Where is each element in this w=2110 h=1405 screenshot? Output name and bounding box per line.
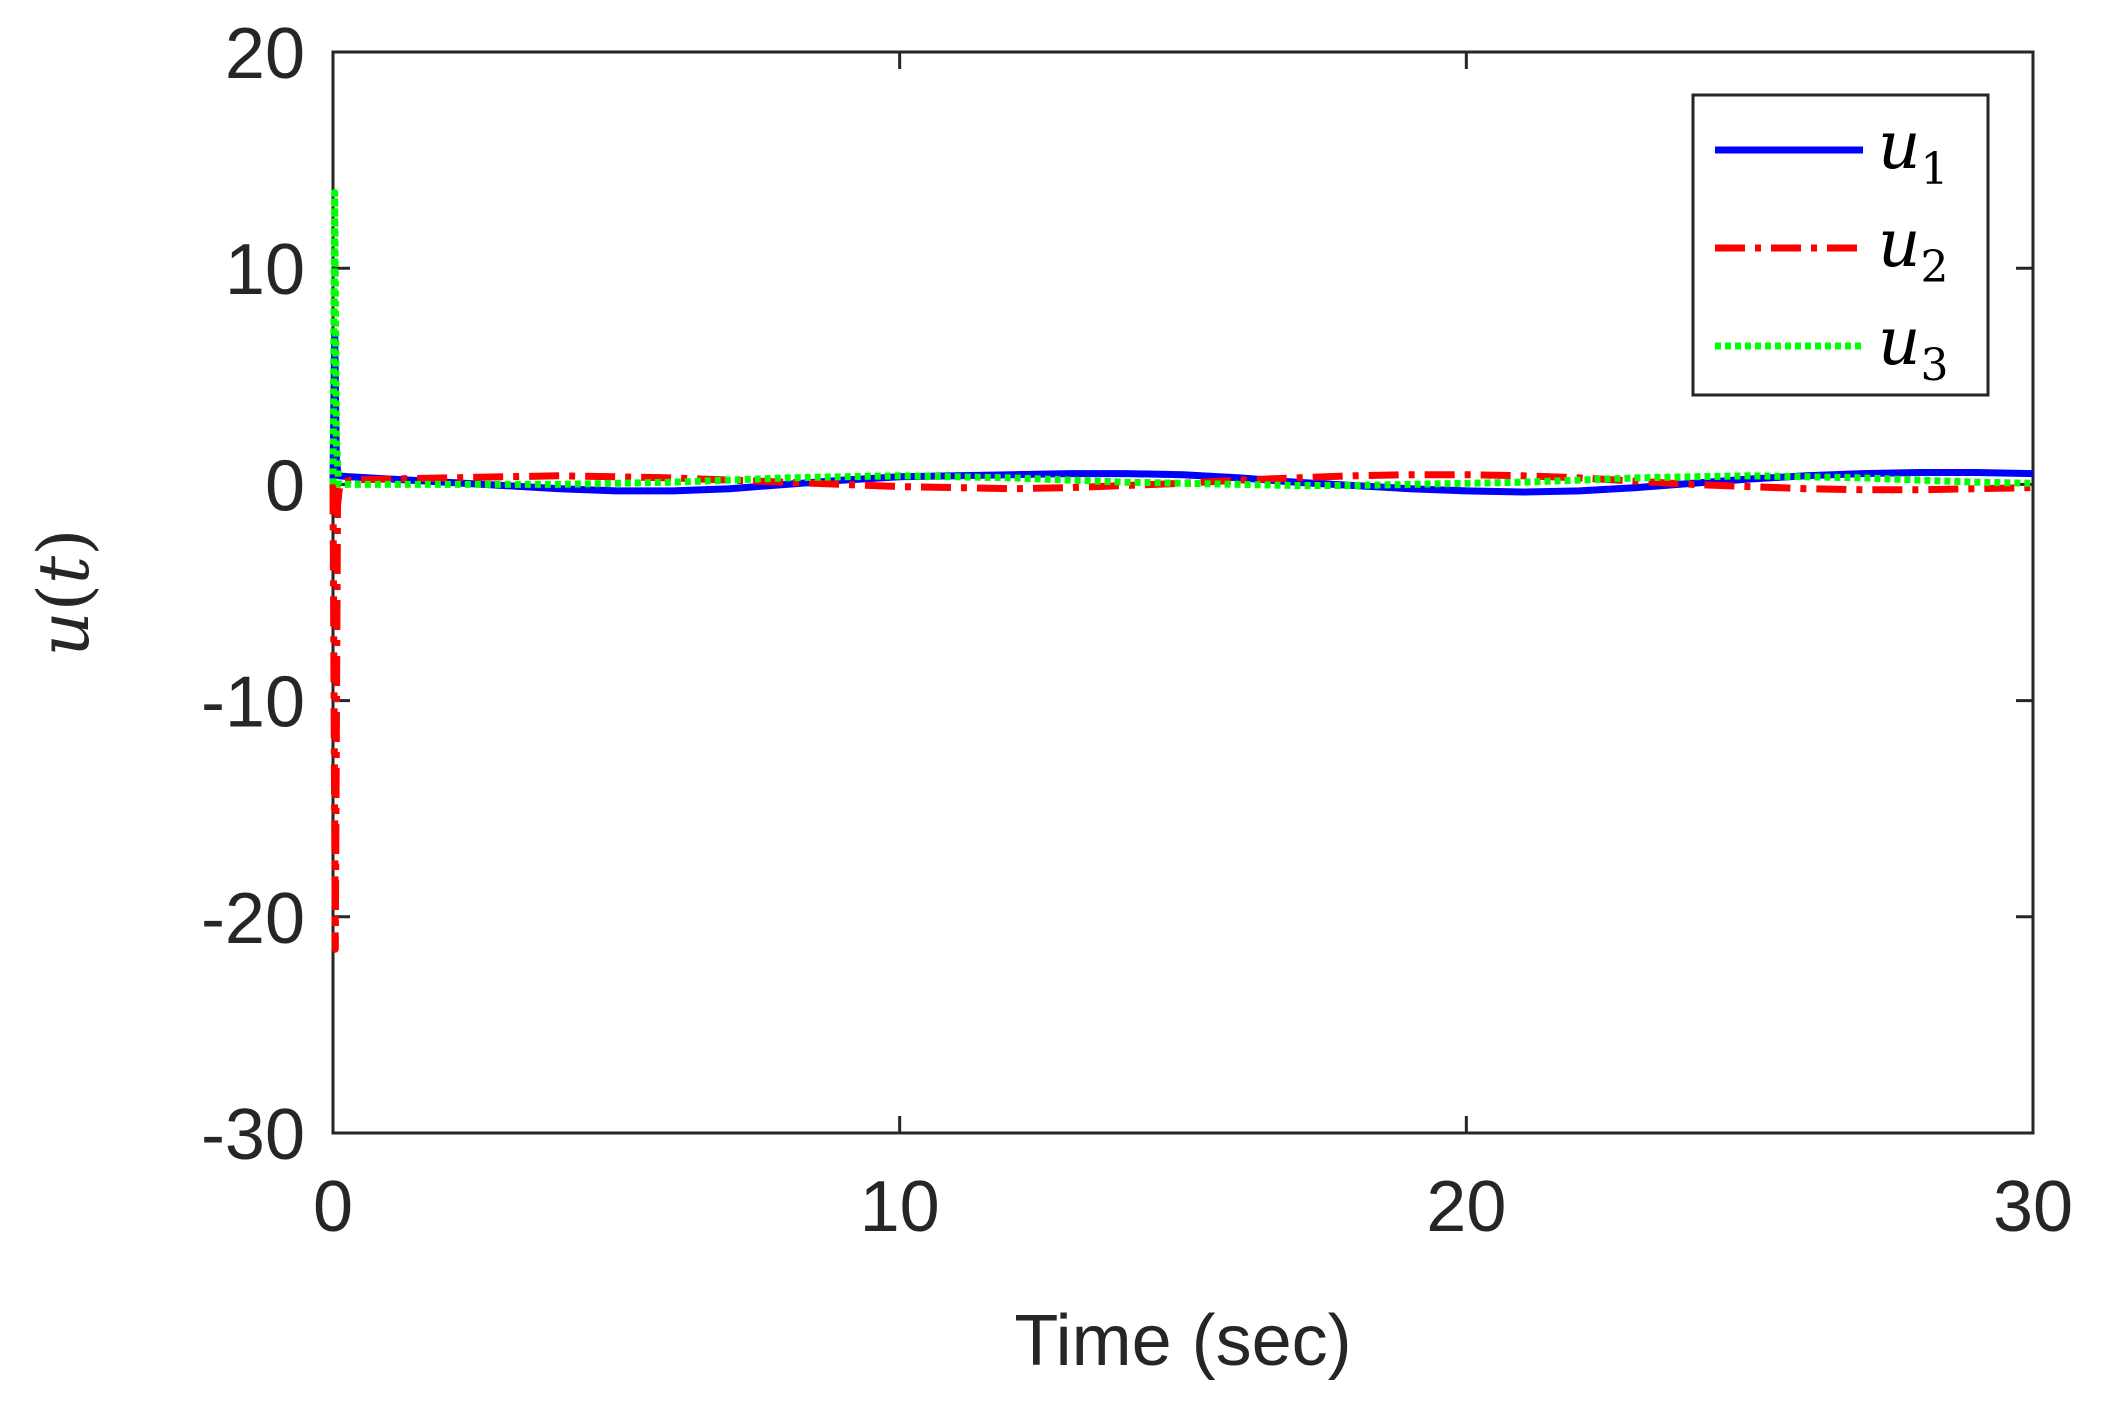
legend-label-base: u bbox=[1878, 205, 1921, 282]
x-axis: 0 10 20 30 bbox=[313, 52, 2073, 1247]
x-tick-label: 10 bbox=[860, 1167, 940, 1247]
legend-label-u3: u3 bbox=[1878, 303, 1949, 391]
series-layer bbox=[329, 189, 2034, 953]
y-tick-label: -10 bbox=[201, 663, 305, 743]
y-tick-label: -30 bbox=[201, 1095, 305, 1175]
legend-label-subscript: 2 bbox=[1921, 242, 1949, 293]
legend-label-base: u bbox=[1878, 107, 1921, 184]
y-axis: 20 10 0 -10 -20 -30 bbox=[201, 14, 2033, 1175]
legend-label-subscript: 3 bbox=[1921, 340, 1949, 391]
y-axis-label-arg: t bbox=[23, 555, 105, 584]
y-tick-label: 10 bbox=[225, 230, 305, 310]
series-line-u2 bbox=[329, 471, 2034, 953]
legend-label-subscript: 1 bbox=[1921, 144, 1949, 195]
x-axis-label: Time (sec) bbox=[1014, 1301, 1351, 1381]
y-axis-label: u(t) bbox=[23, 529, 105, 657]
y-axis-label-base: u bbox=[23, 611, 105, 656]
y-axis-label-close-paren: ) bbox=[23, 529, 105, 556]
legend-label-u2: u2 bbox=[1878, 205, 1949, 293]
y-axis-label-open-paren: ( bbox=[23, 584, 105, 611]
legend-label-u1: u1 bbox=[1878, 107, 1949, 195]
x-tick-label: 30 bbox=[1993, 1167, 2073, 1247]
x-tick-label: 0 bbox=[313, 1167, 353, 1247]
series-line-u3 bbox=[329, 189, 2034, 489]
x-tick-label: 20 bbox=[1426, 1167, 1506, 1247]
y-tick-label: 0 bbox=[265, 446, 305, 526]
legend-label-base: u bbox=[1878, 303, 1921, 380]
y-tick-label: -20 bbox=[201, 879, 305, 959]
y-tick-label: 20 bbox=[225, 14, 305, 94]
